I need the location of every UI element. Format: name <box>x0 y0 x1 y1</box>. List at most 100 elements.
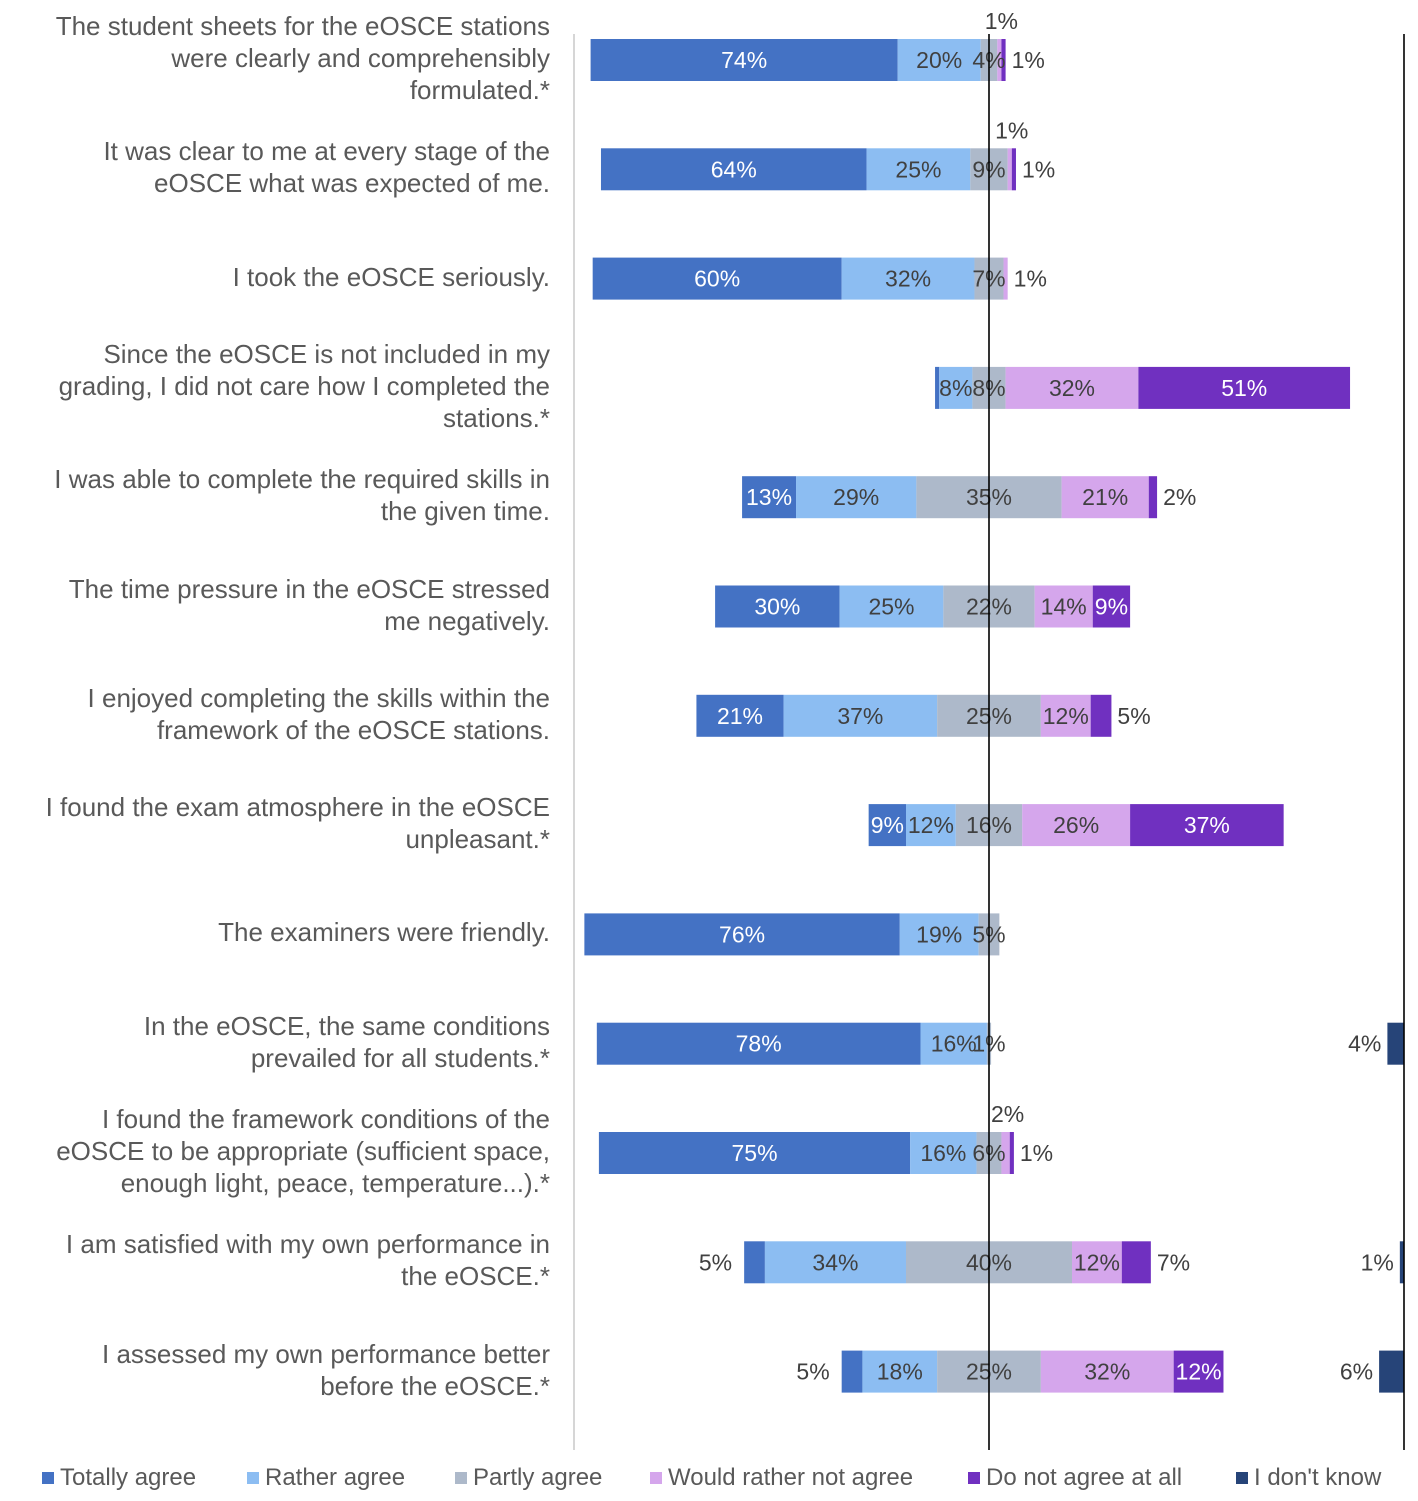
question-label: I assessed my own performance better befo… <box>102 1338 550 1402</box>
bar-segment <box>1022 804 1131 847</box>
bar-segment <box>1007 148 1012 191</box>
question-label: I enjoyed completing the skills within t… <box>88 682 550 746</box>
data-label: 9% <box>871 812 904 838</box>
question-label-line: It was clear to me at every stage of the <box>103 136 550 167</box>
bar-segment <box>1061 476 1149 519</box>
legend-item: I don't know <box>1236 1464 1381 1492</box>
question-label: I am satisfied with my own performance i… <box>66 1228 550 1292</box>
bar-segment <box>590 39 898 81</box>
data-label: 21% <box>717 703 763 729</box>
bar-segment <box>1040 694 1091 737</box>
data-label: 9% <box>1095 594 1128 620</box>
legend-label: Totally agree <box>60 1464 197 1491</box>
bar-segment <box>899 913 979 956</box>
data-label: 29% <box>833 484 879 510</box>
bar-segment <box>1011 148 1016 191</box>
question-label-line: framework of the eOSCE stations. <box>156 714 550 745</box>
question-label-line: I found the framework conditions of the <box>101 1104 550 1134</box>
question-label-line: before the eOSCE.* <box>320 1370 550 1401</box>
data-label: 26% <box>1053 812 1099 838</box>
bar-segment <box>1034 585 1093 628</box>
data-label: 34% <box>812 1249 858 1275</box>
data-label: 1% <box>985 8 1018 34</box>
bar-row: 9% 12% 16% 26% 37% <box>868 804 1284 847</box>
legend-item: Would rather not agree <box>650 1464 913 1492</box>
data-label: 78% <box>736 1031 782 1057</box>
bar-segment <box>1072 1241 1122 1284</box>
bar-row: 13% 29% 35% 21% 2% <box>742 476 1196 519</box>
bar-segment <box>1148 476 1158 519</box>
question-label: I found the exam atmosphere in the eOSCE… <box>46 791 550 855</box>
question-label-line: prevailed for all students.* <box>250 1042 550 1073</box>
data-label: 5% <box>699 1249 732 1275</box>
legend: Totally agree Rather agree Partly agree Wou… <box>0 1464 1418 1494</box>
bar-segment <box>910 1132 977 1174</box>
data-label: 51% <box>1221 375 1267 401</box>
data-label: 74% <box>721 47 767 73</box>
data-label: 1% <box>995 117 1028 143</box>
bar-row: 78% 16%1% 4% <box>596 1022 1404 1065</box>
bar-segment <box>841 1350 863 1393</box>
question-label-line: unpleasant.* <box>405 824 550 855</box>
bar-segment <box>866 148 971 191</box>
data-label: 37% <box>837 703 883 729</box>
bar-segment <box>1387 1022 1404 1065</box>
bar-segment <box>598 1132 911 1174</box>
bar-segment <box>1001 39 1006 81</box>
bar-segment <box>1040 1350 1174 1393</box>
question-label-line: stations.* <box>443 402 550 433</box>
data-label: 20% <box>916 47 962 73</box>
data-label: 64% <box>711 156 757 182</box>
data-label: 21% <box>1082 484 1128 510</box>
data-label: 32% <box>1049 375 1095 401</box>
question-label-line: I assessed my own performance better <box>102 1338 550 1369</box>
legend-swatch <box>42 1472 54 1484</box>
bar-segment <box>1009 1132 1014 1174</box>
question-label-line: Since the eOSCE is not included in my <box>103 338 550 369</box>
bar-segment <box>868 804 906 847</box>
data-label: 8% <box>939 375 972 401</box>
bar-row: 64% 25% 9%1%1% <box>600 117 1055 191</box>
data-label: 7% <box>1157 1249 1190 1275</box>
bar-row: 5% 18% 25% 32% 12% 6% <box>796 1350 1404 1393</box>
legend-swatch <box>968 1472 980 1484</box>
data-label: 14% <box>1041 594 1087 620</box>
question-label: I was able to complete the required skil… <box>54 463 550 527</box>
question-label: The student sheets for the eOSCE station… <box>56 10 550 106</box>
data-label: 1% <box>1020 1140 1053 1166</box>
question-label-line: The student sheets for the eOSCE station… <box>55 11 550 41</box>
question-label: I took the eOSCE seriously. <box>233 261 550 293</box>
data-label: 37% <box>1184 812 1230 838</box>
data-label: 12% <box>908 812 954 838</box>
data-label: 2% <box>991 1101 1024 1127</box>
question-label-line: The examiners were friendly. <box>218 917 550 948</box>
data-label: 4% <box>1348 1031 1381 1057</box>
bar-segment <box>862 1350 938 1393</box>
bar-segment <box>997 39 1002 81</box>
bar-segment <box>796 476 917 519</box>
question-label-line: formulated.* <box>409 75 550 105</box>
legend-label: Would rather not agree <box>668 1464 914 1491</box>
legend-swatch <box>455 1472 467 1484</box>
bar-row: 5% 34% 40% 12% 7% 1% <box>699 1241 1404 1284</box>
bar-segment <box>1003 257 1008 300</box>
question-label: The time pressure in the eOSCE stressed m… <box>69 573 550 637</box>
question-label-line: The time pressure in the eOSCE stressed <box>68 573 550 604</box>
legend-label: Partly agree <box>473 1464 603 1491</box>
bar-segment <box>600 148 867 191</box>
question-label: I found the framework conditions of the e… <box>56 1103 550 1199</box>
bar-segment <box>1092 585 1131 628</box>
bar-segment <box>1138 366 1351 409</box>
bar-segment <box>1173 1350 1224 1393</box>
bar-row: 60% 32% 7% 1% <box>592 257 1047 300</box>
question-label-line: eOSCE what was expected of me. <box>154 168 550 199</box>
bar-segment <box>1005 366 1139 409</box>
legend-swatch <box>650 1472 662 1484</box>
bar-segment <box>764 1241 906 1284</box>
data-label: 12% <box>1043 703 1089 729</box>
legend-swatch <box>1236 1472 1248 1484</box>
bar-segment <box>839 585 944 628</box>
data-label: 76% <box>719 921 765 947</box>
data-label: 1% <box>1022 156 1055 182</box>
